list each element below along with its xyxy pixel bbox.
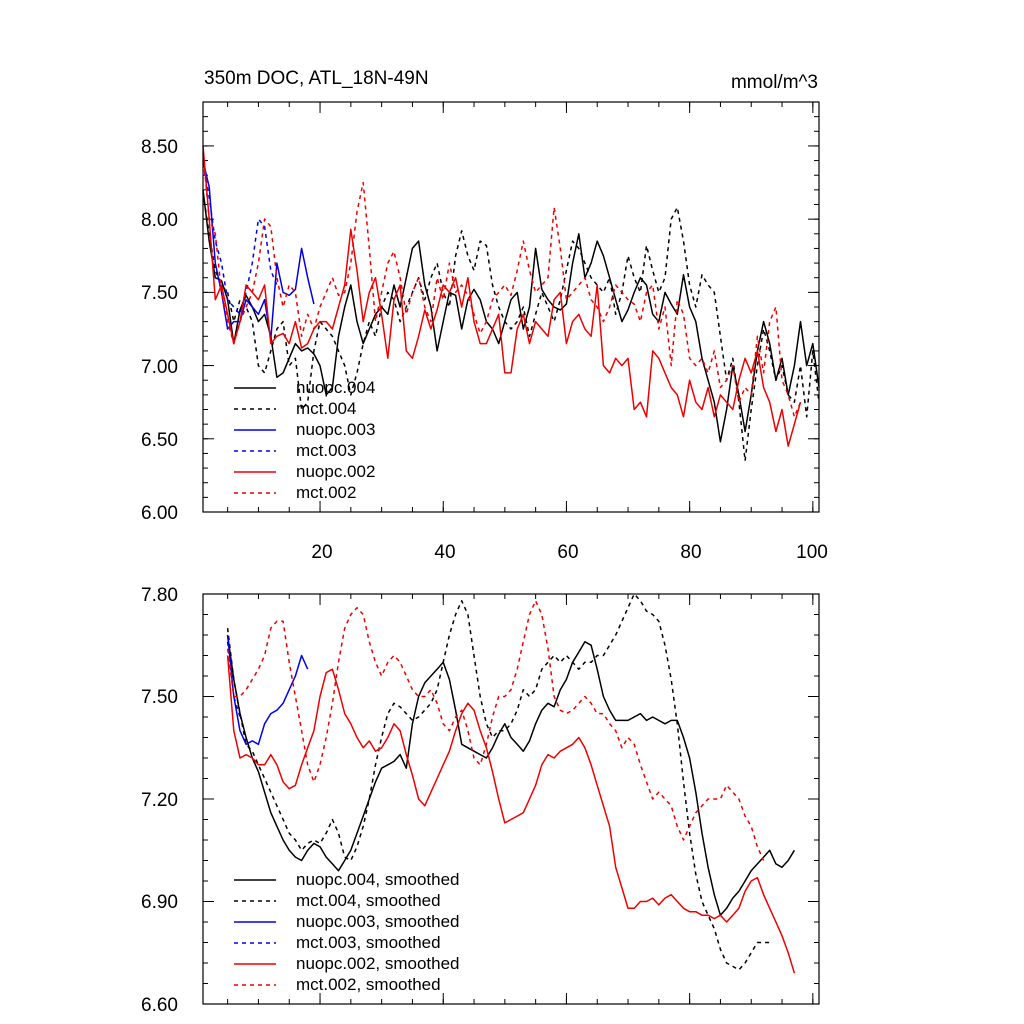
legend-label: nuopc.003, smoothed — [296, 912, 460, 931]
legend-label: mct.002, smoothed — [296, 975, 441, 994]
series-line-nuopc-004-smoothed — [226, 634, 796, 916]
bottom-plot-frame — [202, 593, 820, 1005]
top-ytick-label: 8.50 — [141, 137, 178, 158]
legend-label: nuopc.002, smoothed — [296, 954, 460, 973]
legend-label: nuopc.003 — [296, 420, 375, 439]
bottom-series — [226, 593, 796, 974]
series-line-mct-004-smoothed — [226, 593, 770, 971]
series-line-mct-002-smoothed — [226, 600, 765, 861]
legend-label: mct.003, smoothed — [296, 933, 441, 952]
top-units: mmol/m^3 — [731, 72, 818, 93]
series-line-nuopc-004 — [202, 189, 820, 443]
series-line-nuopc-002 — [202, 145, 802, 447]
top-ytick-label: 8.00 — [141, 210, 178, 231]
legend-label: mct.003 — [296, 441, 356, 460]
top-ytick-label: 6.00 — [141, 503, 178, 524]
legend-label: nuopc.002 — [296, 462, 375, 481]
top-plot-frame — [202, 101, 820, 513]
legend-label: mct.004 — [296, 399, 356, 418]
top-xtick-label: 80 — [680, 542, 701, 563]
bottom-ytick-label: 7.20 — [141, 790, 178, 811]
top-xtick-label: 40 — [434, 542, 455, 563]
top-ytick-label: 7.50 — [141, 283, 178, 304]
legend-label: nuopc.004, smoothed — [296, 870, 460, 889]
top-xtick-label: 100 — [796, 542, 828, 563]
top-ytick-label: 6.50 — [141, 430, 178, 451]
bottom-ytick-label: 7.50 — [141, 687, 178, 708]
series-line-nuopc-003-smoothed — [226, 634, 309, 746]
legend-label: mct.004, smoothed — [296, 891, 441, 910]
bottom-ytick-label: 6.60 — [141, 995, 178, 1016]
series-line-nuopc-002-smoothed — [226, 655, 796, 974]
bottom-panel: 6.60 6.90 7.20 7.50 7.80 nuopc.004, smoo… — [141, 585, 820, 1016]
top-xtick-label: 20 — [311, 542, 332, 563]
bottom-ytick-label: 6.90 — [141, 892, 178, 913]
top-ytick-label: 7.00 — [141, 357, 178, 378]
series-line-nuopc-003 — [202, 160, 315, 340]
bottom-legend: nuopc.004, smoothed mct.004, smoothed nu… — [234, 870, 460, 994]
bottom-ytick-label: 7.80 — [141, 585, 178, 606]
top-legend: nuopc.004 mct.004 nuopc.003 mct.003 nuop… — [234, 378, 375, 502]
legend-label: mct.002 — [296, 483, 356, 502]
top-panel: 350m DOC, ATL_18N-49N mmol/m^3 6.00 6.50… — [141, 68, 828, 563]
legend-label: nuopc.004 — [296, 378, 375, 397]
top-title: 350m DOC, ATL_18N-49N — [204, 68, 429, 89]
top-series — [202, 145, 820, 462]
top-xtick-label: 60 — [557, 542, 578, 563]
series-line-mct-003 — [202, 163, 278, 316]
series-line-mct-004 — [202, 192, 820, 462]
series-line-mct-002 — [202, 153, 802, 418]
